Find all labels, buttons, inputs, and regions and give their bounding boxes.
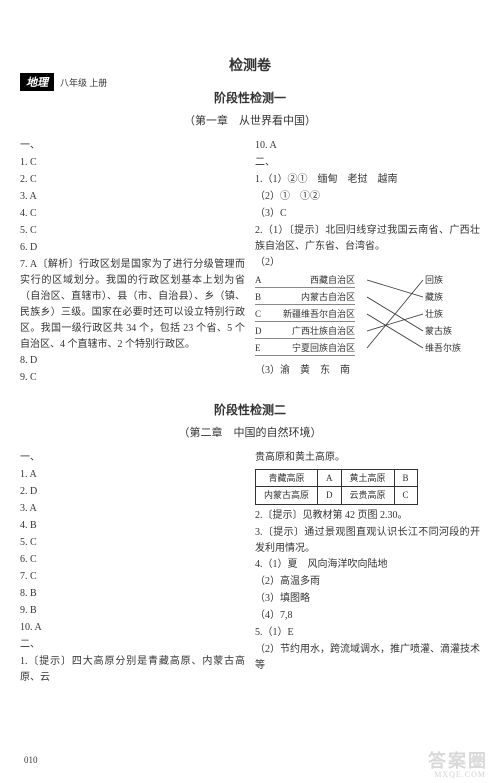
diagram-right-item: 蒙古族	[425, 324, 452, 338]
page-number: 010	[24, 755, 38, 765]
watermark-url: MXQE.COM	[434, 770, 486, 779]
diagram-right-item: 回族	[425, 273, 443, 287]
answer-item: 8. D	[20, 353, 245, 369]
answer-item: 1. C	[20, 155, 245, 171]
answer-item: 10. A	[255, 138, 480, 154]
answer-item: 9. B	[20, 603, 245, 619]
hint-para: 1.〔提示〕四大高原分别是青藏高原、内蒙古高原、云	[20, 654, 245, 686]
table-cell: C	[394, 487, 417, 504]
answer-item: 3. A	[20, 189, 245, 205]
diagram-left-item: A西藏自治区	[255, 273, 355, 288]
test2-left-col: 一、 1. A 2. D 3. A 4. B 5. C 6. C 7. C 8.…	[20, 450, 245, 686]
answer-item: 4.（1）夏 风向海洋吹向陆地	[255, 557, 480, 573]
test2-chapter: （第二章 中国的自然环境）	[20, 424, 480, 440]
answer-item: 2. D	[20, 484, 245, 500]
answer-item: 2.〔提示〕见教材第 42 页图 2.30。	[255, 508, 480, 524]
table-row: 青藏高原 A 黄土高原 B	[256, 470, 418, 487]
test2-heading: 阶段性检测二	[20, 401, 480, 418]
answer-item: （2）	[255, 255, 480, 271]
table-row: 内蒙古高原 D 云贵高原 C	[256, 487, 418, 504]
diagram-right-item: 壮族	[425, 307, 443, 321]
answer-item: 3. A	[20, 501, 245, 517]
answer-item: 5. C	[20, 223, 245, 239]
answer-item: （3）填图略	[255, 591, 480, 607]
answer-item: 5.（1）E	[255, 625, 480, 641]
section-label: 一、	[20, 450, 245, 466]
test1-right-col: 10. A 二、 1.（1）②① 缅甸 老挝 越南 （2）① ①② （3）C 2…	[255, 138, 480, 387]
answer-item: （4）7,8	[255, 608, 480, 624]
answer-item: 7. C	[20, 569, 245, 585]
answer-item: （3）C	[255, 206, 480, 222]
diagram-right-item: 维吾尔族	[425, 341, 461, 355]
answer-item: 5. C	[20, 535, 245, 551]
test1-heading: 阶段性检测一	[20, 89, 480, 106]
table-cell: B	[394, 470, 417, 487]
answer-item: 10. A	[20, 620, 245, 636]
answer-item: 4. B	[20, 518, 245, 534]
section-label: 一、	[20, 138, 245, 154]
table-cell: 青藏高原	[256, 470, 318, 487]
section-label: 二、	[20, 637, 245, 653]
continuation-text: 贵高原和黄土高原。	[255, 450, 480, 466]
test2-columns: 一、 1. A 2. D 3. A 4. B 5. C 6. C 7. C 8.…	[20, 450, 480, 686]
answer-item: 9. C	[20, 370, 245, 386]
answer-item: 6. D	[20, 240, 245, 256]
hint-para: 2.（1）〔提示〕北回归线穿过我国云南省、广西壮族自治区、广东省、台湾省。	[255, 223, 480, 255]
answer-item: 2. C	[20, 172, 245, 188]
table-cell: 黄土高原	[341, 470, 394, 487]
main-heading: 检测卷	[20, 55, 480, 75]
answer-item: （3）渝 黄 东 南	[255, 363, 480, 379]
explanation-para: 7. A〔解析〕行政区划是国家为了进行分级管理而实行的区域划分。我国的行政区划基…	[20, 257, 245, 353]
table-cell: A	[318, 470, 342, 487]
table-cell: D	[318, 487, 342, 504]
answer-item: （2）① ①②	[255, 189, 480, 205]
diagram-left-item: D广西壮族自治区	[255, 324, 355, 339]
plateau-table: 青藏高原 A 黄土高原 B 内蒙古高原 D 云贵高原 C	[255, 469, 418, 505]
answer-item: 6. C	[20, 552, 245, 568]
answer-item: （2）高温多雨	[255, 574, 480, 590]
table-cell: 内蒙古高原	[256, 487, 318, 504]
section-label: 二、	[255, 155, 480, 171]
test1-columns: 一、 1. C 2. C 3. A 4. C 5. C 6. D 7. A〔解析…	[20, 138, 480, 387]
test1-chapter: （第一章 从世界看中国）	[20, 112, 480, 128]
answer-item: 1.（1）②① 缅甸 老挝 越南	[255, 172, 480, 188]
diagram-right-item: 藏族	[425, 290, 443, 304]
table-cell: 云贵高原	[341, 487, 394, 504]
answer-item: 8. B	[20, 586, 245, 602]
subject-tag: 地理	[20, 73, 54, 91]
answer-item: （2）节约用水，跨流域调水，推广喷灌、滴灌技术等	[255, 642, 480, 674]
page-header: 地理 八年级 上册	[20, 73, 107, 91]
answer-item: 1. A	[20, 467, 245, 483]
diagram-left-item: E宁夏回族自治区	[255, 341, 355, 356]
test2-right-col: 贵高原和黄土高原。 青藏高原 A 黄土高原 B 内蒙古高原 D 云贵高原 C 2…	[255, 450, 480, 686]
grade-text: 八年级 上册	[60, 76, 107, 89]
answer-item: 4. C	[20, 206, 245, 222]
diagram-left-item: B内蒙古自治区	[255, 290, 355, 305]
diagram-left-item: C新疆维吾尔自治区	[255, 307, 355, 322]
hint-para: 3.〔提示〕通过景观图直观认识长江不同河段的开发利用情况。	[255, 525, 480, 557]
matching-diagram: A西藏自治区 B内蒙古自治区 C新疆维吾尔自治区 D广西壮族自治区 E宁夏回族自治区 回族…	[255, 273, 475, 361]
test1-left-col: 一、 1. C 2. C 3. A 4. C 5. C 6. D 7. A〔解析…	[20, 138, 245, 387]
